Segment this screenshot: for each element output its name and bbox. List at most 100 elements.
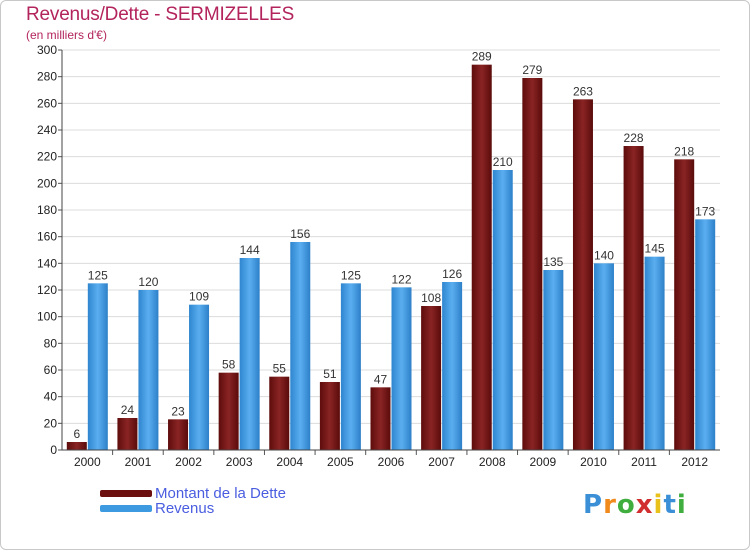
x-tick-label: 2006 — [378, 455, 405, 469]
x-tick-label: 2002 — [175, 455, 202, 469]
bar-revenue — [189, 304, 210, 450]
bar-debt — [218, 372, 239, 450]
data-label: 24 — [121, 403, 135, 417]
y-tick-label: 220 — [37, 150, 57, 164]
bar-debt — [471, 64, 492, 451]
chart-title: Revenus/Dette - SERMIZELLES — [26, 4, 295, 25]
bar-revenue — [391, 287, 412, 450]
bar-debt — [674, 159, 695, 451]
data-label: 228 — [624, 131, 644, 145]
y-tick-label: 20 — [44, 416, 58, 430]
bar-debt — [269, 376, 290, 450]
y-tick-label: 260 — [37, 96, 57, 110]
bar-debt — [319, 382, 340, 450]
bar-debt — [117, 418, 138, 450]
bar-revenue — [290, 242, 311, 450]
data-label: 6 — [73, 427, 80, 441]
x-tick-label: 2004 — [276, 455, 303, 469]
bars — [66, 64, 716, 451]
data-label: 125 — [341, 268, 361, 282]
y-tick-label: 300 — [37, 43, 57, 57]
y-tick-label: 60 — [44, 363, 58, 377]
bar-debt — [370, 387, 391, 450]
bar-debt — [623, 146, 644, 450]
y-tick-label: 100 — [37, 310, 57, 324]
x-tick-label: 2005 — [327, 455, 354, 469]
y-tick-label: 200 — [37, 176, 57, 190]
y-tick-label: 280 — [37, 70, 57, 84]
data-label: 47 — [374, 372, 388, 386]
logo-letter: o — [616, 490, 636, 520]
bar-revenue — [644, 256, 665, 450]
legend-label-debt: Montant de la Dette — [155, 485, 286, 502]
data-label: 135 — [543, 255, 563, 269]
data-label: 140 — [594, 248, 614, 262]
x-tick-label: 2012 — [681, 455, 708, 469]
value-labels: 6 125 24 120 23 109 58 144 55 156 51 125 47 122 108126… — [73, 50, 715, 441]
data-label: 122 — [391, 272, 411, 286]
logo-letter: P — [583, 490, 604, 520]
bar-revenue — [87, 283, 108, 450]
data-label: 23 — [171, 404, 185, 418]
y-tick-label: 80 — [44, 336, 58, 350]
x-tick-label: 2001 — [125, 455, 152, 469]
x-tick-label: 2003 — [226, 455, 253, 469]
axes — [61, 50, 720, 451]
bar-debt — [66, 442, 87, 450]
x-tick-label: 2007 — [428, 455, 455, 469]
bar-debt — [421, 306, 442, 450]
data-label: 218 — [674, 144, 694, 158]
bar-revenue — [442, 282, 463, 450]
y-tick-label: 140 — [37, 256, 57, 270]
y-tick-label: 240 — [37, 123, 57, 137]
data-label: 279 — [522, 63, 542, 77]
data-label: 58 — [222, 358, 236, 372]
x-axis-ticks: 2000 2001 2002 2003 2004 2005 2006 2007 2008 2009… — [74, 450, 708, 469]
legend-swatch-revenue — [100, 505, 152, 512]
y-tick-label: 120 — [37, 283, 57, 297]
y-tick-label: 40 — [44, 390, 58, 404]
y-tick-label: 160 — [37, 230, 57, 244]
x-tick-label: 2009 — [529, 455, 556, 469]
data-label: 173 — [695, 204, 715, 218]
data-label: 108 — [421, 291, 441, 305]
bar-revenue — [695, 219, 716, 450]
data-label: 289 — [472, 50, 492, 64]
x-tick-label: 2010 — [580, 455, 607, 469]
bar-debt — [522, 78, 543, 450]
bar-debt — [168, 419, 189, 450]
bar-revenue — [239, 258, 260, 450]
data-label: 126 — [442, 267, 462, 281]
data-label: 51 — [323, 367, 337, 381]
logo-letter: i — [653, 490, 664, 520]
logo-letter: t — [663, 490, 677, 520]
bar-revenue — [138, 290, 159, 450]
legend-label-revenue: Revenus — [155, 500, 215, 517]
proxiti-logo: Proxiti — [583, 490, 687, 520]
bar-revenue — [543, 270, 564, 450]
y-tick-label: 180 — [37, 203, 57, 217]
logo-letter: i — [676, 490, 687, 520]
data-label: 145 — [645, 242, 665, 256]
logo-letter: x — [635, 490, 654, 520]
data-label: 120 — [138, 275, 158, 289]
data-label: 125 — [88, 268, 108, 282]
y-axis-ticks: 0 20 40 60 80 100 120 140 160 180 200 220 240 260 280 3… — [37, 43, 62, 457]
data-label: 210 — [493, 155, 513, 169]
legend-swatch-debt — [100, 490, 152, 497]
data-label: 263 — [573, 84, 593, 98]
data-label: 144 — [240, 243, 260, 257]
bar-revenue — [593, 263, 614, 450]
x-tick-label: 2000 — [74, 455, 101, 469]
data-label: 109 — [189, 290, 209, 304]
y-tick-label: 0 — [50, 443, 57, 457]
data-label: 55 — [273, 362, 287, 376]
chart-subtitle: (en milliers d'€) — [26, 28, 107, 42]
bar-revenue — [492, 170, 513, 450]
logo-letter: r — [603, 490, 617, 520]
x-tick-label: 2011 — [631, 455, 657, 469]
bar-debt — [572, 99, 593, 450]
bar-revenue — [340, 283, 361, 450]
x-tick-label: 2008 — [479, 455, 506, 469]
